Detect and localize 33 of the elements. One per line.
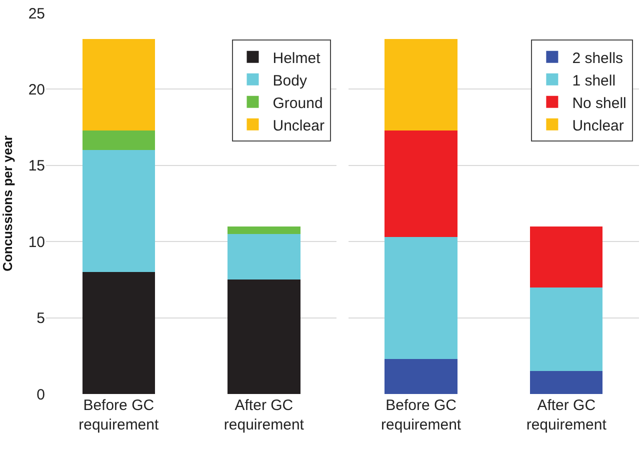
legend-label: Helmet	[272, 50, 322, 67]
bar	[82, 272, 155, 394]
bar	[82, 38, 155, 130]
bar	[530, 287, 603, 372]
bar	[228, 280, 300, 394]
bar	[384, 130, 458, 238]
x-tick-label: Before GC requirement	[381, 397, 462, 434]
bar	[384, 358, 458, 394]
legend-label: Ground	[272, 94, 323, 112]
x-tick-label: Before GC requirement	[78, 397, 160, 434]
legend-label: Unclear	[572, 117, 624, 134]
y-tick-label: 15	[28, 158, 45, 175]
bar	[530, 226, 603, 288]
bar	[82, 130, 155, 150]
bar	[530, 371, 603, 394]
y-tick-label: 20	[28, 81, 45, 98]
y-axis-title: Concussions per year	[0, 136, 15, 272]
legend-label: No shell	[572, 94, 626, 112]
bar	[228, 234, 300, 280]
bar	[384, 38, 458, 130]
x-tick-label: After GC requirement	[224, 397, 305, 434]
y-tick-label: 10	[28, 234, 45, 251]
legend-label: 2 shells	[572, 50, 624, 67]
bar	[384, 237, 458, 359]
legend-label: Body	[272, 72, 308, 90]
legend-label: 1 shell	[572, 72, 616, 90]
y-tick-label: 0	[36, 386, 45, 404]
bar	[228, 226, 300, 234]
bar	[82, 150, 155, 272]
y-tick-label: 25	[28, 5, 45, 22]
x-tick-label: After GC requirement	[526, 397, 608, 434]
legend-label: Unclear	[272, 117, 324, 134]
y-tick-label: 5	[36, 310, 45, 328]
